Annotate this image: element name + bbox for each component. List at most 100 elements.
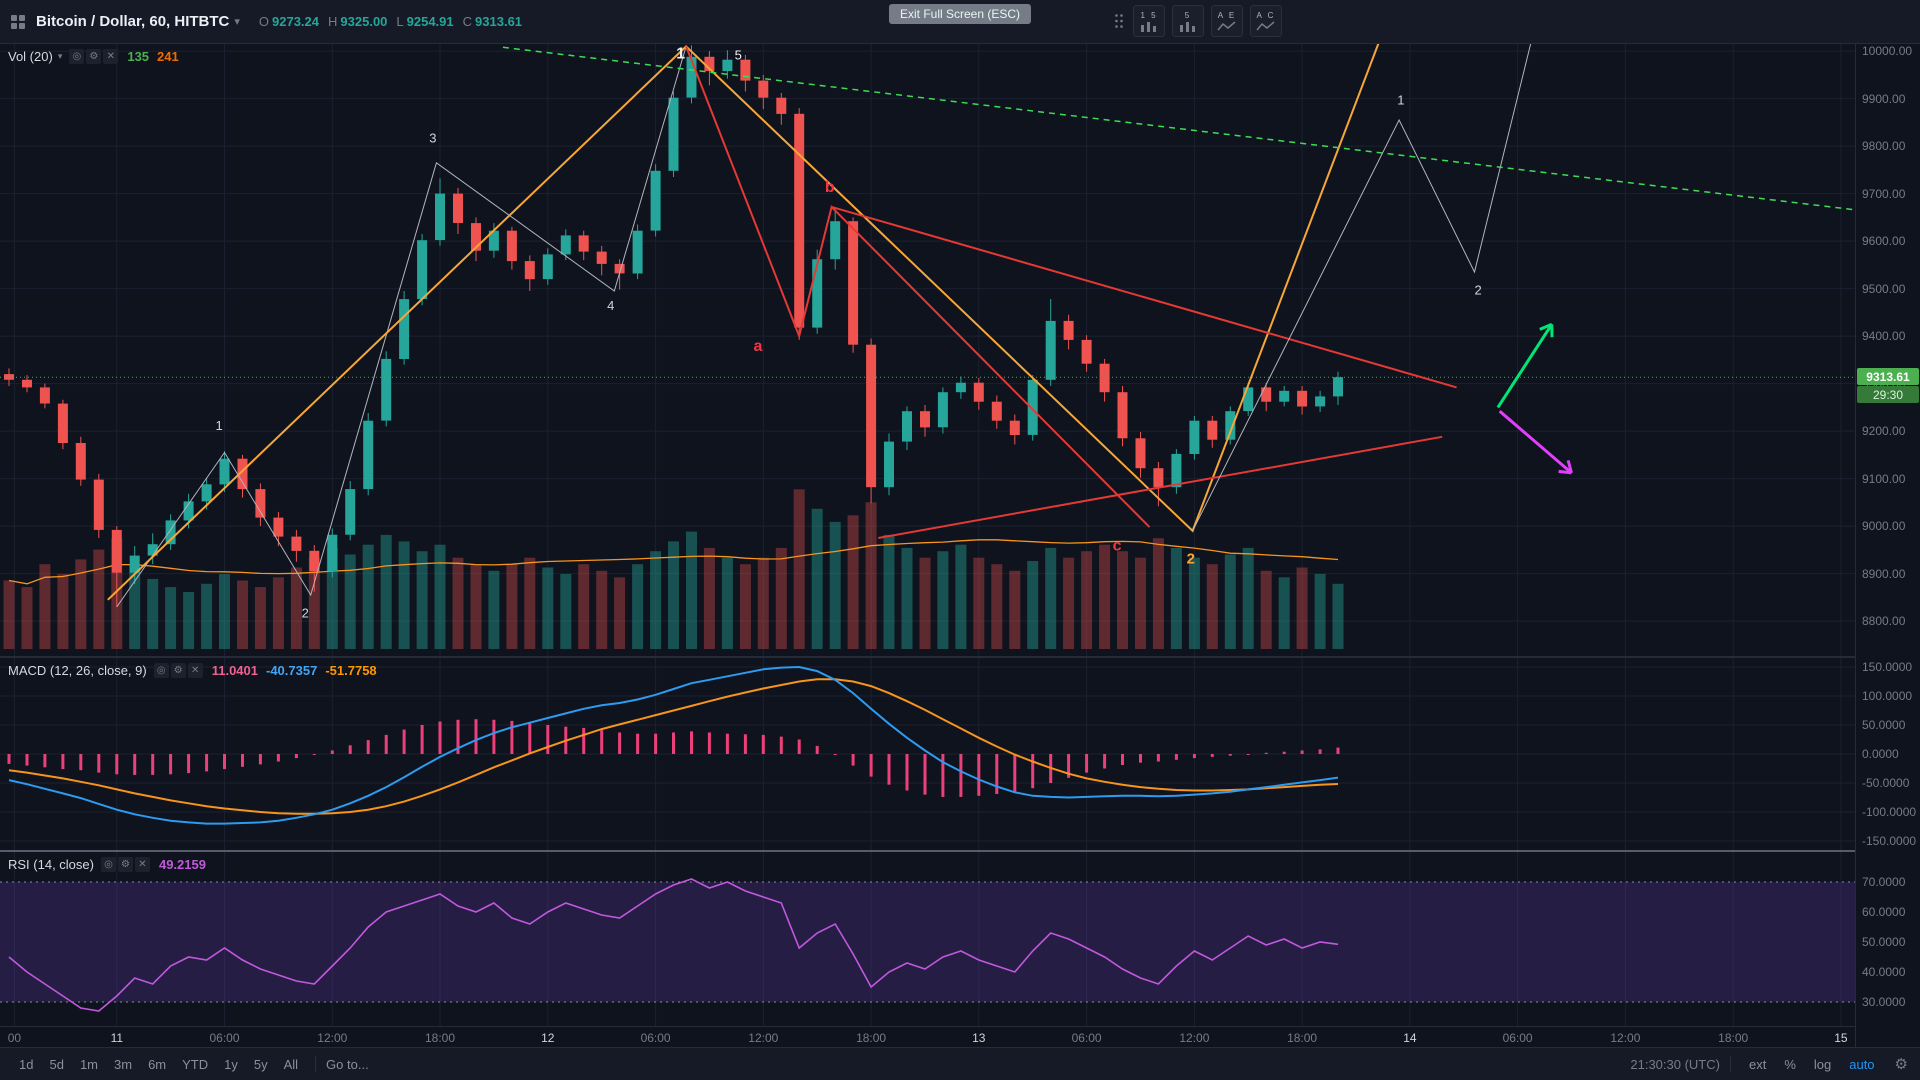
fullscreen-tooltip: Exit Full Screen (ESC): [888, 4, 1032, 24]
%-button[interactable]: %: [1784, 1056, 1796, 1072]
candlestick-chart[interactable]: 1 2 3 4 1 5 a b c 2 1 2: [0, 44, 1855, 656]
svg-text:2: 2: [302, 605, 309, 620]
divider: [1729, 1056, 1731, 1072]
price-axis-label: 9000.00: [1862, 519, 1906, 534]
chart-layout-button[interactable]: 5: [1172, 5, 1204, 37]
range-button-ytd[interactable]: YTD: [182, 1056, 209, 1072]
price-axis-label: 9400.00: [1862, 329, 1906, 344]
rsi-chart[interactable]: [0, 852, 1855, 1026]
volume-indicator-title[interactable]: Vol (20): [8, 49, 53, 64]
eye-icon[interactable]: ◎: [69, 49, 85, 64]
macd-values: 11.0401 -40.7357 -51.7758: [212, 663, 377, 678]
settings-icon[interactable]: ⚙: [117, 857, 133, 872]
ohlc-label: H: [328, 14, 338, 29]
range-button-6m[interactable]: 6m: [148, 1056, 167, 1072]
pane-splitter[interactable]: [0, 850, 1855, 852]
range-button-5d[interactable]: 5d: [49, 1056, 64, 1072]
chart-layout-button[interactable]: A C: [1250, 5, 1282, 37]
macd-axis-label: 0.0000: [1862, 747, 1899, 761]
ohlc-label: L: [396, 14, 404, 29]
goto-button[interactable]: Go to...: [326, 1056, 369, 1072]
macd-indicator-title[interactable]: MACD (12, 26, close, 9): [8, 663, 147, 678]
drag-handle-icon[interactable]: [1112, 9, 1126, 33]
ohlc-label: C: [462, 14, 473, 29]
layout-button-label: A E: [1217, 10, 1237, 20]
indicator-value: 11.0401: [211, 663, 258, 678]
close-icon[interactable]: ✕: [187, 663, 203, 678]
svg-text:c: c: [1113, 537, 1122, 554]
auto-button[interactable]: auto: [1849, 1056, 1875, 1072]
price-axis-label: 8800.00: [1862, 614, 1906, 629]
time-axis-label: 06:00: [1502, 1031, 1533, 1045]
price-axis-label: 9800.00: [1862, 139, 1906, 154]
range-button-1m[interactable]: 1m: [79, 1056, 98, 1072]
time-axis-label: 00: [7, 1031, 22, 1045]
eye-icon[interactable]: ◎: [100, 857, 116, 872]
svg-text:a: a: [753, 338, 762, 355]
ohlc-value: 9254.91: [406, 14, 454, 29]
macd-axis-label: -100.0000: [1862, 805, 1917, 819]
price-axis-label: 9600.00: [1862, 234, 1906, 249]
range-button-5y[interactable]: 5y: [253, 1056, 268, 1072]
time-axis-label: 06:00: [640, 1031, 671, 1045]
close-icon[interactable]: ✕: [103, 49, 119, 64]
pane-splitter[interactable]: [0, 656, 1855, 658]
time-axis-label: 14: [1403, 1031, 1417, 1045]
gear-icon[interactable]: ⚙: [1894, 1056, 1908, 1073]
menu-icon[interactable]: [10, 14, 26, 30]
time-axis-label: 06:00: [1071, 1031, 1102, 1045]
rsi-indicator-title[interactable]: RSI (14, close): [8, 857, 94, 872]
price-axis[interactable]: 9313.61 29:30 10000.00 9900.00 9800.00 9700…: [1855, 44, 1920, 1047]
eye-icon[interactable]: ◎: [153, 663, 169, 678]
range-button-all[interactable]: All: [283, 1056, 299, 1072]
macd-axis-label: 50.0000: [1862, 718, 1906, 732]
macd-axis-label: -50.0000: [1862, 776, 1910, 790]
price-axis-label: 9700.00: [1862, 186, 1906, 201]
clock[interactable]: 21:30:30 (UTC): [1630, 1056, 1720, 1072]
layout-button-label: 1 5: [1140, 10, 1158, 20]
bar-countdown-badge: 29:30: [1857, 386, 1919, 403]
time-axis[interactable]: 00 11 06:00 12:00 18:00 12 06:00 12:00 18:00 13 06…: [0, 1026, 1855, 1048]
svg-text:5: 5: [735, 47, 742, 62]
volume-legend-icons: ◎ ⚙ ✕: [69, 49, 119, 64]
chevron-down-icon[interactable]: ▾: [57, 51, 63, 61]
time-axis-label: 12:00: [1179, 1031, 1210, 1045]
range-button-1d[interactable]: 1d: [19, 1056, 34, 1072]
price-axis-label: 9100.00: [1862, 471, 1906, 486]
time-axis-label: 11: [110, 1031, 124, 1045]
log-button[interactable]: log: [1813, 1056, 1832, 1072]
ohlc-value: 9313.61: [475, 14, 523, 29]
rsi-axis-label: 40.0000: [1862, 965, 1906, 979]
macd-pane[interactable]: MACD (12, 26, close, 9) ◎ ⚙ ✕ 11.0401 -40.7…: [0, 658, 1855, 850]
ohlc-value: 9273.24: [272, 14, 320, 29]
price-axis-label: 9500.00: [1862, 281, 1906, 296]
rsi-values: 49.2159: [159, 857, 206, 872]
time-axis-label: 12: [541, 1031, 555, 1045]
time-axis-label: 18:00: [1287, 1031, 1318, 1045]
indicator-value: -51.7758: [325, 663, 377, 678]
macd-chart[interactable]: [0, 658, 1855, 850]
chart-layout-button[interactable]: 1 5: [1133, 5, 1165, 37]
indicator-value: 241: [157, 49, 179, 64]
rsi-pane[interactable]: RSI (14, close) ◎ ⚙ ✕ 49.2159: [0, 852, 1855, 1026]
chart-layout-button[interactable]: A E: [1211, 5, 1243, 37]
close-icon[interactable]: ✕: [134, 857, 150, 872]
settings-icon[interactable]: ⚙: [86, 49, 102, 64]
chevron-down-icon[interactable]: ▾: [234, 16, 240, 28]
range-button-3m[interactable]: 3m: [114, 1056, 133, 1072]
range-button-1y[interactable]: 1y: [224, 1056, 238, 1072]
symbol-title[interactable]: Bitcoin / Dollar, 60, HITBTC: [36, 13, 230, 30]
settings-icon[interactable]: ⚙: [170, 663, 186, 678]
rsi-axis-label: 70.0000: [1862, 875, 1906, 889]
macd-legend: MACD (12, 26, close, 9) ◎ ⚙ ✕ 11.0401 -40.7…: [8, 663, 377, 678]
price-pane[interactable]: 1 2 3 4 1 5 a b c 2 1 2 Vol (20) ▾ ◎ ⚙ ✕ 135 241: [0, 44, 1855, 656]
ext-button[interactable]: ext: [1748, 1056, 1767, 1072]
svg-text:4: 4: [607, 298, 614, 313]
time-axis-label: 12:00: [748, 1031, 779, 1045]
mini-candles-icon: [1180, 21, 1195, 32]
divider: [315, 1056, 317, 1072]
mini-line-icon: [1217, 20, 1236, 30]
indicator-value: -40.7357: [266, 663, 318, 678]
indicator-value: 49.2159: [158, 857, 206, 872]
time-axis-label: 18:00: [856, 1031, 887, 1045]
